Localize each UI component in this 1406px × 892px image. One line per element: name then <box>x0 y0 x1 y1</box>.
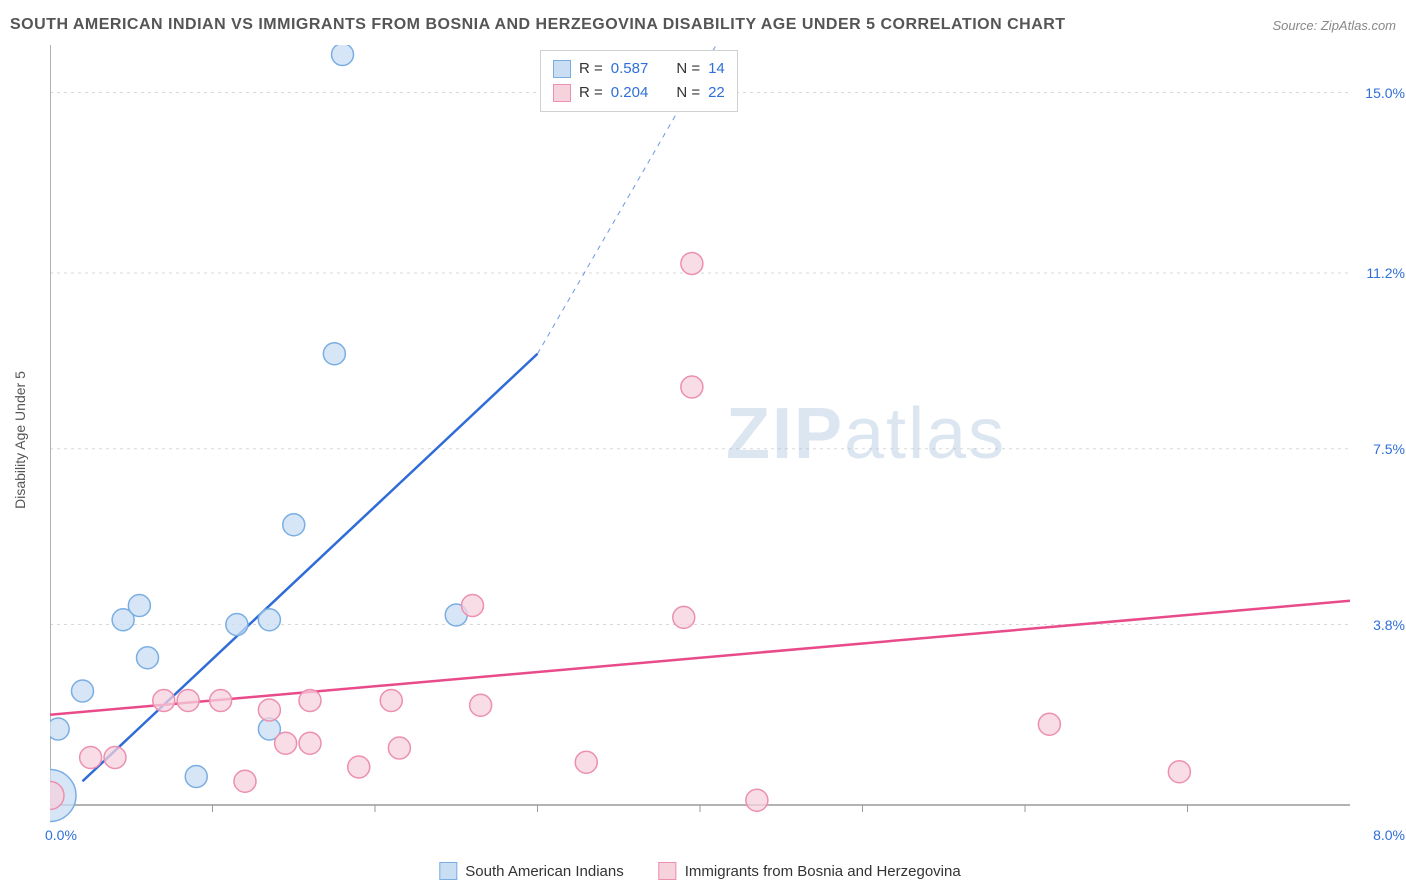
swatch-series-2 <box>553 84 571 102</box>
n-value-2: 22 <box>708 81 725 105</box>
x-axis-max-label: 8.0% <box>1373 827 1405 843</box>
n-value-1: 14 <box>708 57 725 81</box>
r-value-2: 0.204 <box>611 81 649 105</box>
chart-header: SOUTH AMERICAN INDIAN VS IMMIGRANTS FROM… <box>10 10 1396 40</box>
swatch-series-2-bottom <box>659 862 677 880</box>
y-tick-label: 15.0% <box>1365 85 1405 101</box>
swatch-series-1-bottom <box>439 862 457 880</box>
swatch-series-1 <box>553 60 571 78</box>
n-label: N = <box>676 81 700 105</box>
n-label: N = <box>676 57 700 81</box>
legend-row-series-2: R = 0.204 N = 22 <box>553 81 725 105</box>
r-label: R = <box>579 57 603 81</box>
y-tick-label: 3.8% <box>1373 617 1405 633</box>
scatter-plot <box>50 45 1350 835</box>
y-tick-label: 7.5% <box>1373 441 1405 457</box>
r-value-1: 0.587 <box>611 57 649 81</box>
y-tick-label: 11.2% <box>1366 265 1405 281</box>
legend-label-1: South American Indians <box>465 863 623 880</box>
legend-row-series-1: R = 0.587 N = 14 <box>553 57 725 81</box>
chart-area: Disability Age Under 5 ZIPatlas R = 0.58… <box>50 45 1350 835</box>
chart-title: SOUTH AMERICAN INDIAN VS IMMIGRANTS FROM… <box>10 16 1066 34</box>
chart-source: Source: ZipAtlas.com <box>1272 18 1396 33</box>
x-axis-min-label: 0.0% <box>45 827 77 843</box>
legend-label-2: Immigrants from Bosnia and Herzegovina <box>685 863 961 880</box>
r-label: R = <box>579 81 603 105</box>
series-legend: South American Indians Immigrants from B… <box>439 862 960 880</box>
legend-entry-2: Immigrants from Bosnia and Herzegovina <box>659 862 961 880</box>
correlation-legend: R = 0.587 N = 14 R = 0.204 N = 22 <box>540 50 738 112</box>
legend-entry-1: South American Indians <box>439 862 623 880</box>
y-axis-label: Disability Age Under 5 <box>12 371 28 509</box>
